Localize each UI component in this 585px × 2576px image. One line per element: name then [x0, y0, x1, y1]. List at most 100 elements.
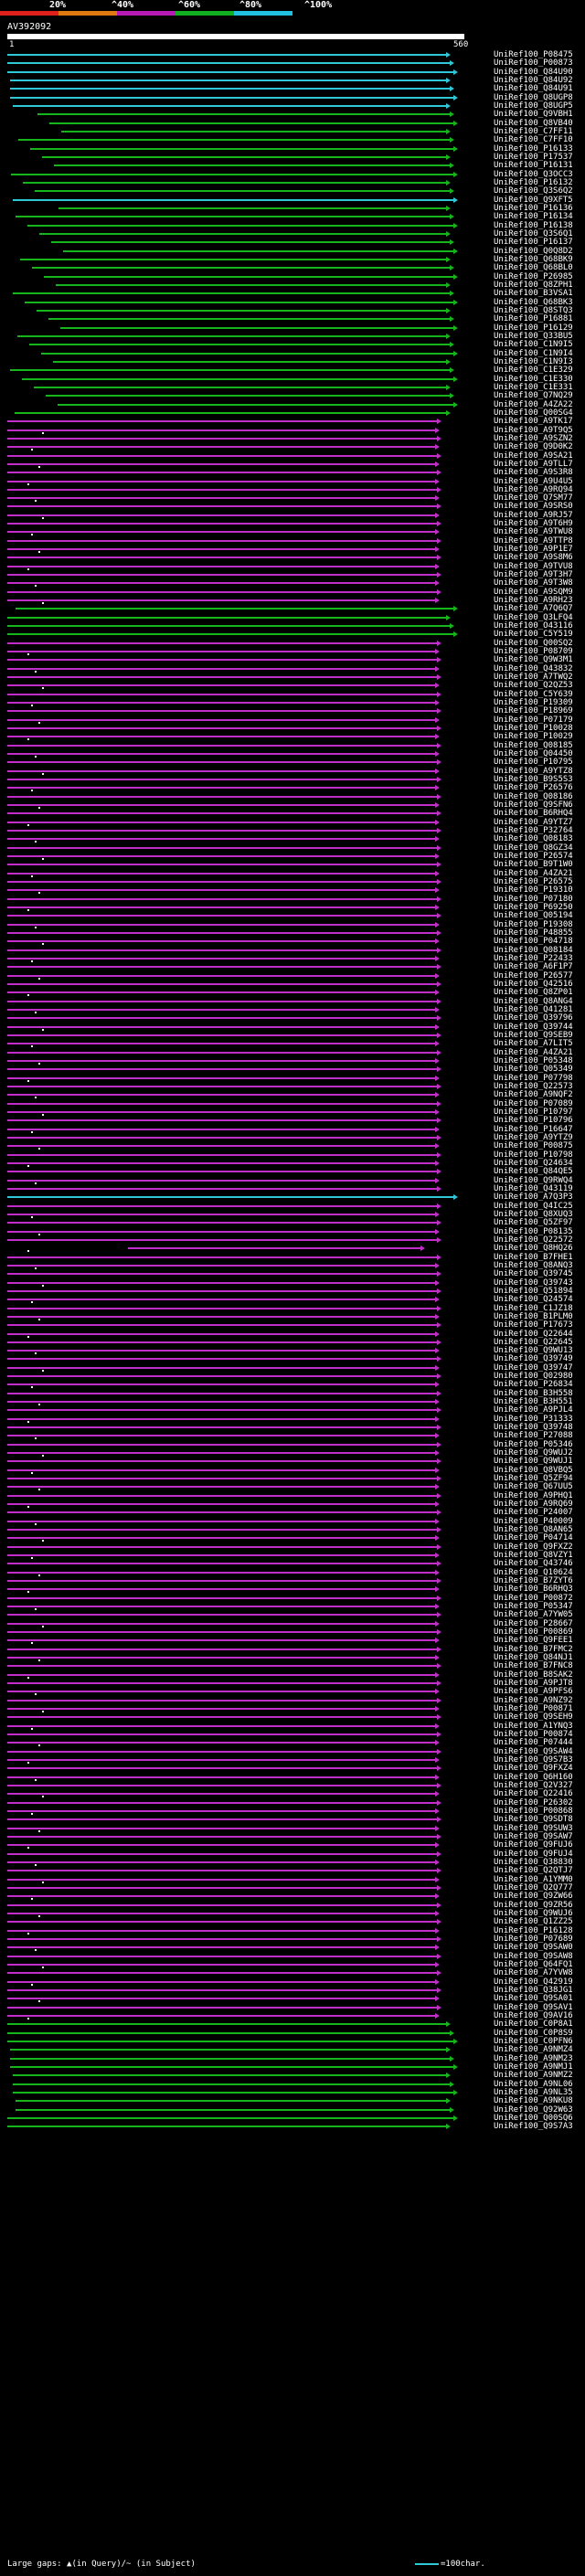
hit-label[interactable]: UniRef100_Q5ZF97: [494, 1218, 573, 1227]
hit-label[interactable]: UniRef100_B3H551: [494, 1397, 573, 1406]
hit-label[interactable]: UniRef100_P07689: [494, 1935, 573, 1944]
hit-label[interactable]: UniRef100_Q84U90: [494, 68, 573, 77]
hit-label[interactable]: UniRef100_P04718: [494, 937, 573, 946]
hit-label[interactable]: UniRef100_P16647: [494, 1125, 573, 1134]
hit-label[interactable]: UniRef100_Q22645: [494, 1338, 573, 1347]
hit-label[interactable]: UniRef100_C1N9I3: [494, 357, 573, 366]
hit-label[interactable]: UniRef100_A7YW05: [494, 1610, 573, 1619]
hit-label[interactable]: UniRef100_Q00SG4: [494, 408, 573, 418]
hit-label[interactable]: UniRef100_Q39744: [494, 1023, 573, 1032]
hit-label[interactable]: UniRef100_A9SZN2: [494, 434, 573, 443]
hit-label[interactable]: UniRef100_A9NMZ2: [494, 2071, 573, 2080]
hit-label[interactable]: UniRef100_Q84NJ1: [494, 1653, 573, 1662]
hit-label[interactable]: UniRef100_B9T1W0: [494, 860, 573, 869]
hit-label[interactable]: UniRef100_Q4IC25: [494, 1202, 573, 1211]
hit-label[interactable]: UniRef100_Q8STQ3: [494, 306, 573, 315]
hit-label[interactable]: UniRef100_A7TWQ2: [494, 673, 573, 682]
hit-label[interactable]: UniRef100_A1YMM0: [494, 1875, 573, 1884]
hit-label[interactable]: UniRef100_P16129: [494, 323, 573, 333]
hit-label[interactable]: UniRef100_Q9ZW66: [494, 1892, 573, 1901]
hit-label[interactable]: UniRef100_Q8HQ26: [494, 1244, 573, 1253]
hit-label[interactable]: UniRef100_A9NM23: [494, 2054, 573, 2063]
hit-label[interactable]: UniRef100_Q9W3M1: [494, 655, 573, 664]
hit-label[interactable]: UniRef100_Q9FUJ4: [494, 1850, 573, 1859]
hit-label[interactable]: UniRef100_P00875: [494, 1141, 573, 1150]
hit-label[interactable]: UniRef100_Q8UGP5: [494, 101, 573, 111]
hit-label[interactable]: UniRef100_P16131: [494, 161, 573, 170]
hit-label[interactable]: UniRef100_A4ZA21: [494, 1048, 573, 1057]
hit-label[interactable]: UniRef100_C0P8S9: [494, 2029, 573, 2038]
hit-label[interactable]: UniRef100_Q39745: [494, 1269, 573, 1278]
hit-label[interactable]: UniRef100_Q3S6Q1: [494, 229, 573, 239]
hit-label[interactable]: UniRef100_Q24634: [494, 1159, 573, 1168]
hit-label[interactable]: UniRef100_Q42919: [494, 1977, 573, 1987]
hit-label[interactable]: UniRef100_Q43119: [494, 1184, 573, 1193]
hit-label[interactable]: UniRef100_A9NKU8: [494, 2096, 573, 2105]
hit-label[interactable]: UniRef100_C0P8A1: [494, 2019, 573, 2029]
hit-label[interactable]: UniRef100_Q84QE5: [494, 1167, 573, 1176]
hit-label[interactable]: UniRef100_Q9SAW0: [494, 1943, 573, 1952]
hit-label[interactable]: UniRef100_P10028: [494, 724, 573, 733]
hit-label[interactable]: UniRef100_Q9FXZ2: [494, 1542, 573, 1552]
hit-label[interactable]: UniRef100_A7YVW8: [494, 1968, 573, 1977]
hit-label[interactable]: UniRef100_A9YTZ8: [494, 767, 573, 776]
hit-label[interactable]: UniRef100_P16881: [494, 314, 573, 323]
hit-label[interactable]: UniRef100_P17537: [494, 153, 573, 162]
hit-label[interactable]: UniRef100_P26834: [494, 1380, 573, 1389]
hit-label[interactable]: UniRef100_P16133: [494, 144, 573, 154]
hit-label[interactable]: UniRef100_Q51894: [494, 1287, 573, 1296]
hit-label[interactable]: UniRef100_P00868: [494, 1807, 573, 1816]
hit-label[interactable]: UniRef100_P16136: [494, 204, 573, 213]
hit-label[interactable]: UniRef100_A9NMZ4: [494, 2045, 573, 2054]
hit-label[interactable]: UniRef100_Q39796: [494, 1013, 573, 1023]
hit-label[interactable]: UniRef100_Q9SEB9: [494, 1031, 573, 1040]
hit-label[interactable]: UniRef100_Q43832: [494, 664, 573, 673]
hit-label[interactable]: UniRef100_Q08183: [494, 834, 573, 843]
hit-label[interactable]: UniRef100_Q9AV16: [494, 2011, 573, 2020]
hit-label[interactable]: UniRef100_Q42516: [494, 980, 573, 989]
hit-label[interactable]: UniRef100_A9RH23: [494, 596, 573, 605]
hit-label[interactable]: UniRef100_A9PFS6: [494, 1687, 573, 1696]
hit-label[interactable]: UniRef100_A9NQF2: [494, 1090, 573, 1099]
hit-label[interactable]: UniRef100_Q9SAW7: [494, 1832, 573, 1841]
hit-label[interactable]: UniRef100_A9YTZ9: [494, 1133, 573, 1142]
hit-label[interactable]: UniRef100_P16138: [494, 221, 573, 230]
hit-label[interactable]: UniRef100_C1N9I5: [494, 340, 573, 349]
hit-label[interactable]: UniRef100_B7FNC8: [494, 1661, 573, 1670]
hit-label[interactable]: UniRef100_A9P1E7: [494, 545, 573, 554]
hit-label[interactable]: UniRef100_P00869: [494, 1627, 573, 1637]
hit-label[interactable]: UniRef100_C1N9I4: [494, 349, 573, 358]
hit-label[interactable]: UniRef100_A9U4U5: [494, 477, 573, 486]
hit-label[interactable]: UniRef100_Q22644: [494, 1330, 573, 1339]
hit-label[interactable]: UniRef100_Q9SAW8: [494, 1952, 573, 1961]
hit-label[interactable]: UniRef100_A9T3W8: [494, 578, 573, 588]
hit-label[interactable]: UniRef100_Q64FQ1: [494, 1960, 573, 1969]
hit-label[interactable]: UniRef100_A7Q6Q7: [494, 604, 573, 613]
hit-label[interactable]: UniRef100_A9T9Q5: [494, 426, 573, 435]
hit-label[interactable]: UniRef100_Q0Q8D2: [494, 247, 573, 256]
hit-label[interactable]: UniRef100_Q08185: [494, 741, 573, 750]
hit-label[interactable]: UniRef100_P69250: [494, 903, 573, 912]
hit-label[interactable]: UniRef100_P16137: [494, 238, 573, 247]
hit-label[interactable]: UniRef100_C1E331: [494, 383, 573, 392]
hit-label[interactable]: UniRef100_Q6H160: [494, 1773, 573, 1782]
hit-label[interactable]: UniRef100_O43116: [494, 621, 573, 631]
hit-label[interactable]: UniRef100_P08709: [494, 647, 573, 656]
hit-label[interactable]: UniRef100_Q8AN65: [494, 1525, 573, 1534]
hit-label[interactable]: UniRef100_Q9FEE1: [494, 1636, 573, 1645]
hit-label[interactable]: UniRef100_P28667: [494, 1619, 573, 1628]
hit-label[interactable]: UniRef100_P19310: [494, 885, 573, 895]
hit-label[interactable]: UniRef100_P10798: [494, 1150, 573, 1160]
hit-label[interactable]: UniRef100_B3H558: [494, 1389, 573, 1398]
hit-label[interactable]: UniRef100_A4ZA22: [494, 400, 573, 409]
hit-label[interactable]: UniRef100_P27088: [494, 1431, 573, 1440]
hit-label[interactable]: UniRef100_A9TTP8: [494, 536, 573, 546]
hit-label[interactable]: UniRef100_A9TK17: [494, 417, 573, 426]
hit-label[interactable]: UniRef100_B8SAK2: [494, 1670, 573, 1680]
hit-label[interactable]: UniRef100_Q8GZ34: [494, 843, 573, 853]
hit-label[interactable]: UniRef100_Q8VB40: [494, 119, 573, 128]
hit-label[interactable]: UniRef100_Q9WUJ6: [494, 1909, 573, 1918]
hit-label[interactable]: UniRef100_Q10624: [494, 1568, 573, 1577]
hit-label[interactable]: UniRef100_Q9FUJ6: [494, 1840, 573, 1850]
hit-label[interactable]: UniRef100_Q39743: [494, 1278, 573, 1288]
